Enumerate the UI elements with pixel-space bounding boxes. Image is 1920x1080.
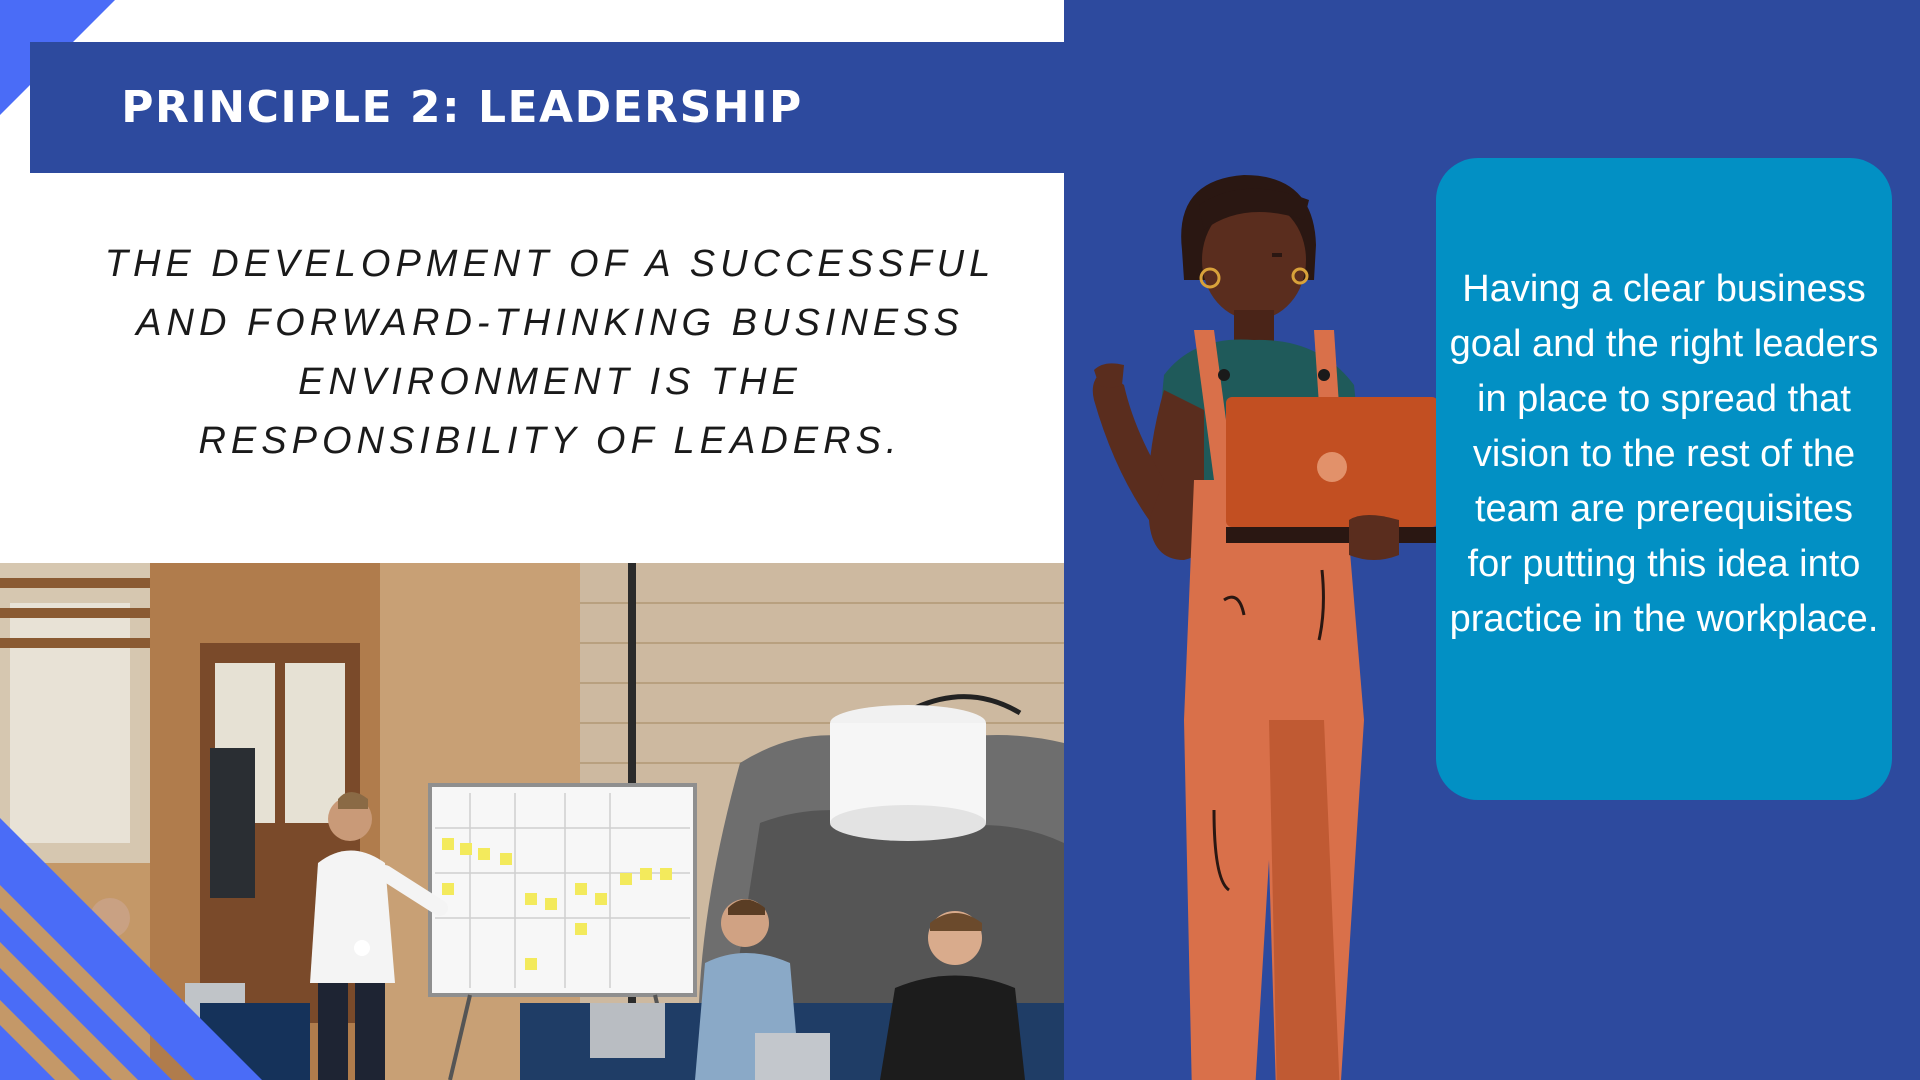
slide-title: PRINCIPLE 2: LEADERSHIP bbox=[121, 82, 803, 133]
leadership-quote: THE DEVELOPMENT OF A SUCCESSFUL AND FORW… bbox=[104, 243, 996, 462]
info-card: Having a clear business goal and the rig… bbox=[1436, 158, 1892, 800]
corner-stripes-decoration bbox=[0, 818, 262, 1080]
woman-with-laptop-illustration bbox=[1092, 175, 1438, 1080]
title-banner: PRINCIPLE 2: LEADERSHIP bbox=[30, 42, 1064, 173]
info-card-text: Having a clear business goal and the rig… bbox=[1449, 267, 1879, 640]
team-meeting-photo bbox=[0, 563, 1064, 1080]
